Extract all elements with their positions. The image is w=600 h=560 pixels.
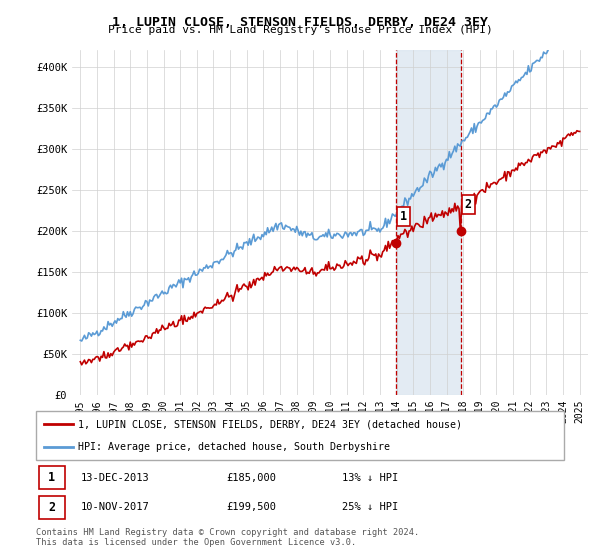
Bar: [38, 496, 65, 519]
Text: £185,000: £185,000: [226, 473, 276, 483]
Text: Price paid vs. HM Land Registry's House Price Index (HPI): Price paid vs. HM Land Registry's House …: [107, 25, 493, 35]
Text: 13% ↓ HPI: 13% ↓ HPI: [342, 473, 398, 483]
Text: 25% ↓ HPI: 25% ↓ HPI: [342, 502, 398, 512]
Text: 10-NOV-2017: 10-NOV-2017: [81, 502, 149, 512]
Text: 1, LUPIN CLOSE, STENSON FIELDS, DERBY, DE24 3EY: 1, LUPIN CLOSE, STENSON FIELDS, DERBY, D…: [112, 16, 488, 29]
Text: 1: 1: [48, 471, 55, 484]
Text: HPI: Average price, detached house, South Derbyshire: HPI: Average price, detached house, Sout…: [78, 442, 390, 452]
Text: 2: 2: [465, 198, 472, 211]
Bar: [38, 466, 65, 489]
Text: 13-DEC-2013: 13-DEC-2013: [81, 473, 149, 483]
Text: £199,500: £199,500: [226, 502, 276, 512]
Text: 2: 2: [48, 501, 55, 514]
Bar: [396, 50, 461, 395]
Text: 1, LUPIN CLOSE, STENSON FIELDS, DERBY, DE24 3EY (detached house): 1, LUPIN CLOSE, STENSON FIELDS, DERBY, D…: [78, 419, 462, 430]
Text: 1: 1: [400, 210, 407, 223]
Text: Contains HM Land Registry data © Crown copyright and database right 2024.
This d: Contains HM Land Registry data © Crown c…: [36, 528, 419, 547]
